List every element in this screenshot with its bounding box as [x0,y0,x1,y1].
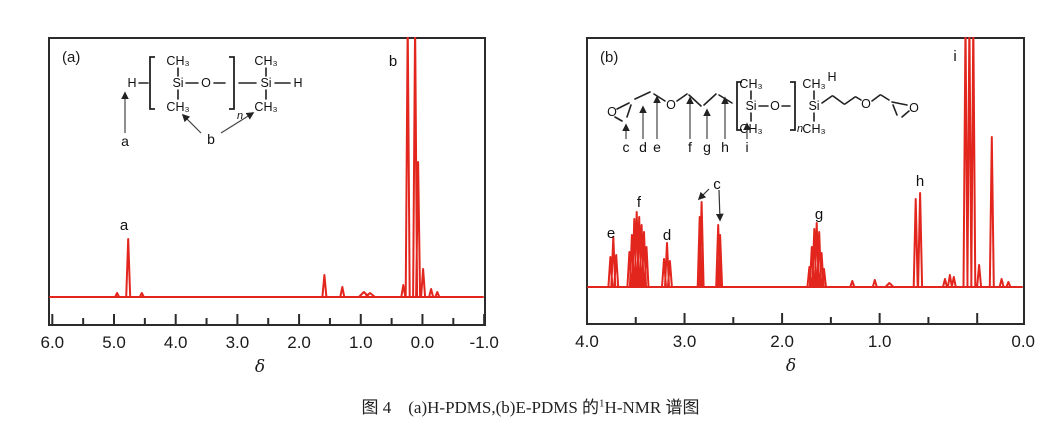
atom-label: CH₃ [254,54,277,68]
structure-site-label: c [623,139,630,155]
tick-label-a: 2.0 [287,333,311,352]
x-axis-ticks-a [51,314,486,324]
bond [653,93,666,102]
caption-text: 图 4 (a)H-PDMS,(b)E-PDMS 的 [361,398,600,417]
tick-label-a: 5.0 [102,333,126,352]
bond [614,116,623,122]
spectrum-panel-b: (b)4.0 3.0 2.0 1.0 0.0δO OCH₃SiCH₃OnCH₃SiCH₃H… [575,37,1035,376]
tick-label-b: 3.0 [673,332,697,351]
bond [880,94,890,101]
tick-label-a: 1.0 [349,333,373,352]
peak-label-a-a: a [120,217,129,234]
atom-label: O [201,76,211,90]
peak-label-b-g: g [815,206,823,223]
atom-label: Si [260,76,271,90]
atom-label: CH₃ [166,54,189,68]
tick-label-a: 6.0 [40,333,64,352]
bracket [790,81,796,131]
atom-label: H [293,76,302,90]
structure-site-label: d [639,139,647,155]
peak-pointer-arrow [697,188,710,201]
peak-label-b-h: h [916,173,924,190]
panel-border-a [48,37,486,326]
peak-label-b-d: d [663,227,671,244]
peak-label-b-f: f [637,194,642,211]
atom-label: CH₃ [254,100,277,114]
peak-label-b-c: c [713,176,721,193]
panel-border-b [586,37,1025,325]
atom-label: O [861,97,871,111]
atom-label: O [909,101,919,115]
caption-superscript: 1 [599,397,605,410]
structure-site-label: f [688,139,692,155]
peak-pointer-arrow [715,189,724,222]
assignment-arrow [181,113,202,134]
atom-label: CH₃ [802,77,825,91]
bond [703,93,717,106]
atom-label: O [770,99,780,113]
structure-site-label: h [721,139,729,155]
caption-text-2: H-NMR 谱图 [604,398,700,417]
atom-label: H [827,70,836,84]
atom-label: CH₃ [739,77,762,91]
tick-label-a: -1.0 [470,333,499,352]
tick-label-b: 4.0 [575,332,599,351]
bracket [149,56,155,110]
x-axis-ticks-b [585,313,979,323]
atom-label: H [127,76,136,90]
panel-label-b: (b) [600,49,618,66]
atom-label: CH₃ [166,100,189,114]
atom-label: Si [745,99,756,113]
tick-label-b: 1.0 [868,332,892,351]
tick-label-b: 0.0 [1011,332,1035,351]
bond [901,110,910,118]
spectrum-trace-a [49,37,484,298]
bond [832,95,845,105]
tick-label-a: 0.0 [411,333,435,352]
peak-label-b-e: e [607,225,615,242]
bond [821,95,833,104]
atom-label: O [607,105,617,119]
bond [871,94,881,102]
assignment-arrow [220,112,255,134]
tick-label-a: 4.0 [164,333,188,352]
structure-a: H CH₃ Si O CH₃ n CH₃ Si CH₃ Ha b [121,54,303,149]
xaxis-label-b: δ [786,356,796,376]
panel-label-a: (a) [62,49,80,66]
figure-caption: 图 4 (a)H-PDMS,(b)E-PDMS 的1H-NMR 谱图 [0,393,1061,418]
bond [634,91,651,100]
xaxis-label-a: δ [255,357,265,377]
bracket [229,56,235,110]
bond [688,94,702,107]
peak-label-a-b: b [389,53,397,70]
bond [892,104,898,116]
atom-label: CH₃ [739,122,762,136]
structure-site-label: b [207,131,215,147]
structure-site-label: a [121,133,129,149]
atom-label: n [237,110,243,122]
bond [626,104,632,118]
bond [676,93,688,102]
peak-label-b-i: i [953,48,956,65]
bond [844,96,856,105]
atom-label: n [797,123,803,135]
spectrum-trace-b [587,37,1023,288]
bond [616,102,630,110]
spectrum-panel-a: (a) 6.0 5.0 4.0 3.0 2.0 1.0 0.0 -1.0 δ H CH₃ Si O CH₃ n… [40,37,499,377]
atom-label: O [666,98,676,112]
bond [891,101,908,106]
tick-label-a: 3.0 [226,333,250,352]
structure-site-label: i [745,139,748,155]
atom-label: CH₃ [802,122,825,136]
structure-site-label: g [703,139,711,155]
atom-label: Si [172,76,183,90]
bracket [736,81,742,131]
atom-label: Si [808,99,819,113]
structure-site-label: e [653,139,661,155]
tick-label-b: 2.0 [770,332,794,351]
bond [855,96,862,101]
